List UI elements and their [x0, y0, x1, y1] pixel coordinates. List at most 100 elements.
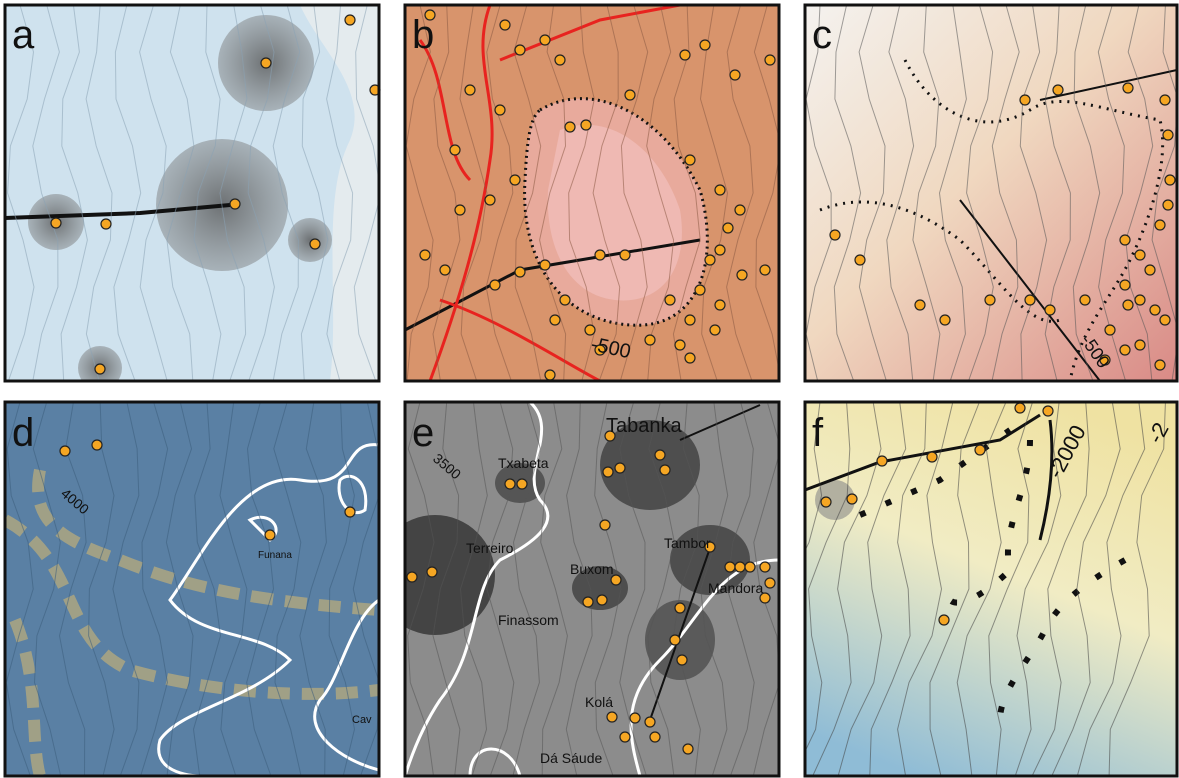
vent: [700, 40, 710, 50]
vent: [1105, 325, 1115, 335]
vent: [1080, 295, 1090, 305]
vent: [1120, 235, 1130, 245]
panel-bg: [805, 402, 1177, 776]
vent: [450, 145, 460, 155]
vent: [465, 85, 475, 95]
vent: [683, 744, 693, 754]
panel-letter: b: [412, 13, 434, 57]
vent: [407, 572, 417, 582]
vent: [765, 55, 775, 65]
vent: [670, 635, 680, 645]
vent: [685, 315, 695, 325]
vent: [939, 615, 949, 625]
vent: [455, 205, 465, 215]
vent: [555, 55, 565, 65]
vent: [581, 120, 591, 130]
place-label: Buxom: [570, 561, 614, 577]
vent: [723, 223, 733, 233]
vent: [620, 732, 630, 742]
vent: [583, 597, 593, 607]
vent: [915, 300, 925, 310]
vent: [715, 300, 725, 310]
vent: [630, 713, 640, 723]
vent: [440, 265, 450, 275]
vent: [495, 105, 505, 115]
place-label: Mandora: [708, 580, 763, 596]
place-label: Terreiro: [466, 540, 514, 556]
vent: [715, 245, 725, 255]
vent: [735, 562, 745, 572]
vent: [230, 199, 240, 209]
vent: [51, 218, 61, 228]
vent: [597, 595, 607, 605]
vent: [620, 250, 630, 260]
vent: [715, 185, 725, 195]
vent: [540, 260, 550, 270]
vent: [645, 717, 655, 727]
vent: [60, 446, 70, 456]
vent: [985, 295, 995, 305]
vent: [677, 655, 687, 665]
vent: [540, 35, 550, 45]
figure: a b c d e f -500 -500 4000 Funana Cav 35…: [0, 0, 1179, 778]
place-label: Tambor: [664, 535, 711, 551]
vent: [1135, 295, 1145, 305]
place-label: Tabanka: [606, 415, 682, 437]
vent: [1020, 95, 1030, 105]
vent: [545, 370, 555, 380]
place-label: Dá Sáude: [540, 750, 602, 766]
vent: [1025, 295, 1035, 305]
vent: [1123, 83, 1133, 93]
panel-letter: c: [812, 13, 832, 57]
vent: [427, 567, 437, 577]
vent: [515, 267, 525, 277]
vent: [500, 20, 510, 30]
vent: [705, 255, 715, 265]
vent: [92, 440, 102, 450]
vent: [830, 230, 840, 240]
vent: [1160, 315, 1170, 325]
halo: [288, 218, 332, 262]
vent: [565, 122, 575, 132]
vent: [1135, 340, 1145, 350]
vent: [517, 479, 527, 489]
vent: [625, 90, 635, 100]
vent: [1043, 406, 1053, 416]
vent: [660, 465, 670, 475]
vent: [745, 562, 755, 572]
vent: [1150, 305, 1160, 315]
vent: [261, 58, 271, 68]
vent: [940, 315, 950, 325]
vent: [821, 497, 831, 507]
vent: [675, 603, 685, 613]
vent: [101, 219, 111, 229]
vent: [265, 530, 275, 540]
vent: [1123, 300, 1133, 310]
vent: [1045, 305, 1055, 315]
vent: [855, 255, 865, 265]
panel-letter: e: [412, 411, 434, 455]
vent: [485, 195, 495, 205]
vent: [975, 445, 985, 455]
vent: [345, 507, 355, 517]
place-label: Funana: [258, 550, 292, 561]
vent: [1160, 95, 1170, 105]
vent: [927, 452, 937, 462]
place-label: Finassom: [498, 612, 559, 628]
place-label: Txabeta: [498, 455, 549, 471]
vent: [695, 285, 705, 295]
vent: [675, 340, 685, 350]
vent: [515, 45, 525, 55]
vent: [490, 280, 500, 290]
vent: [737, 270, 747, 280]
vent: [847, 494, 857, 504]
vent: [600, 520, 610, 530]
vent: [560, 295, 570, 305]
vent: [595, 250, 605, 260]
vent: [310, 239, 320, 249]
vent: [505, 479, 515, 489]
vent: [730, 70, 740, 80]
vent: [615, 463, 625, 473]
vent: [650, 732, 660, 742]
vent: [685, 155, 695, 165]
